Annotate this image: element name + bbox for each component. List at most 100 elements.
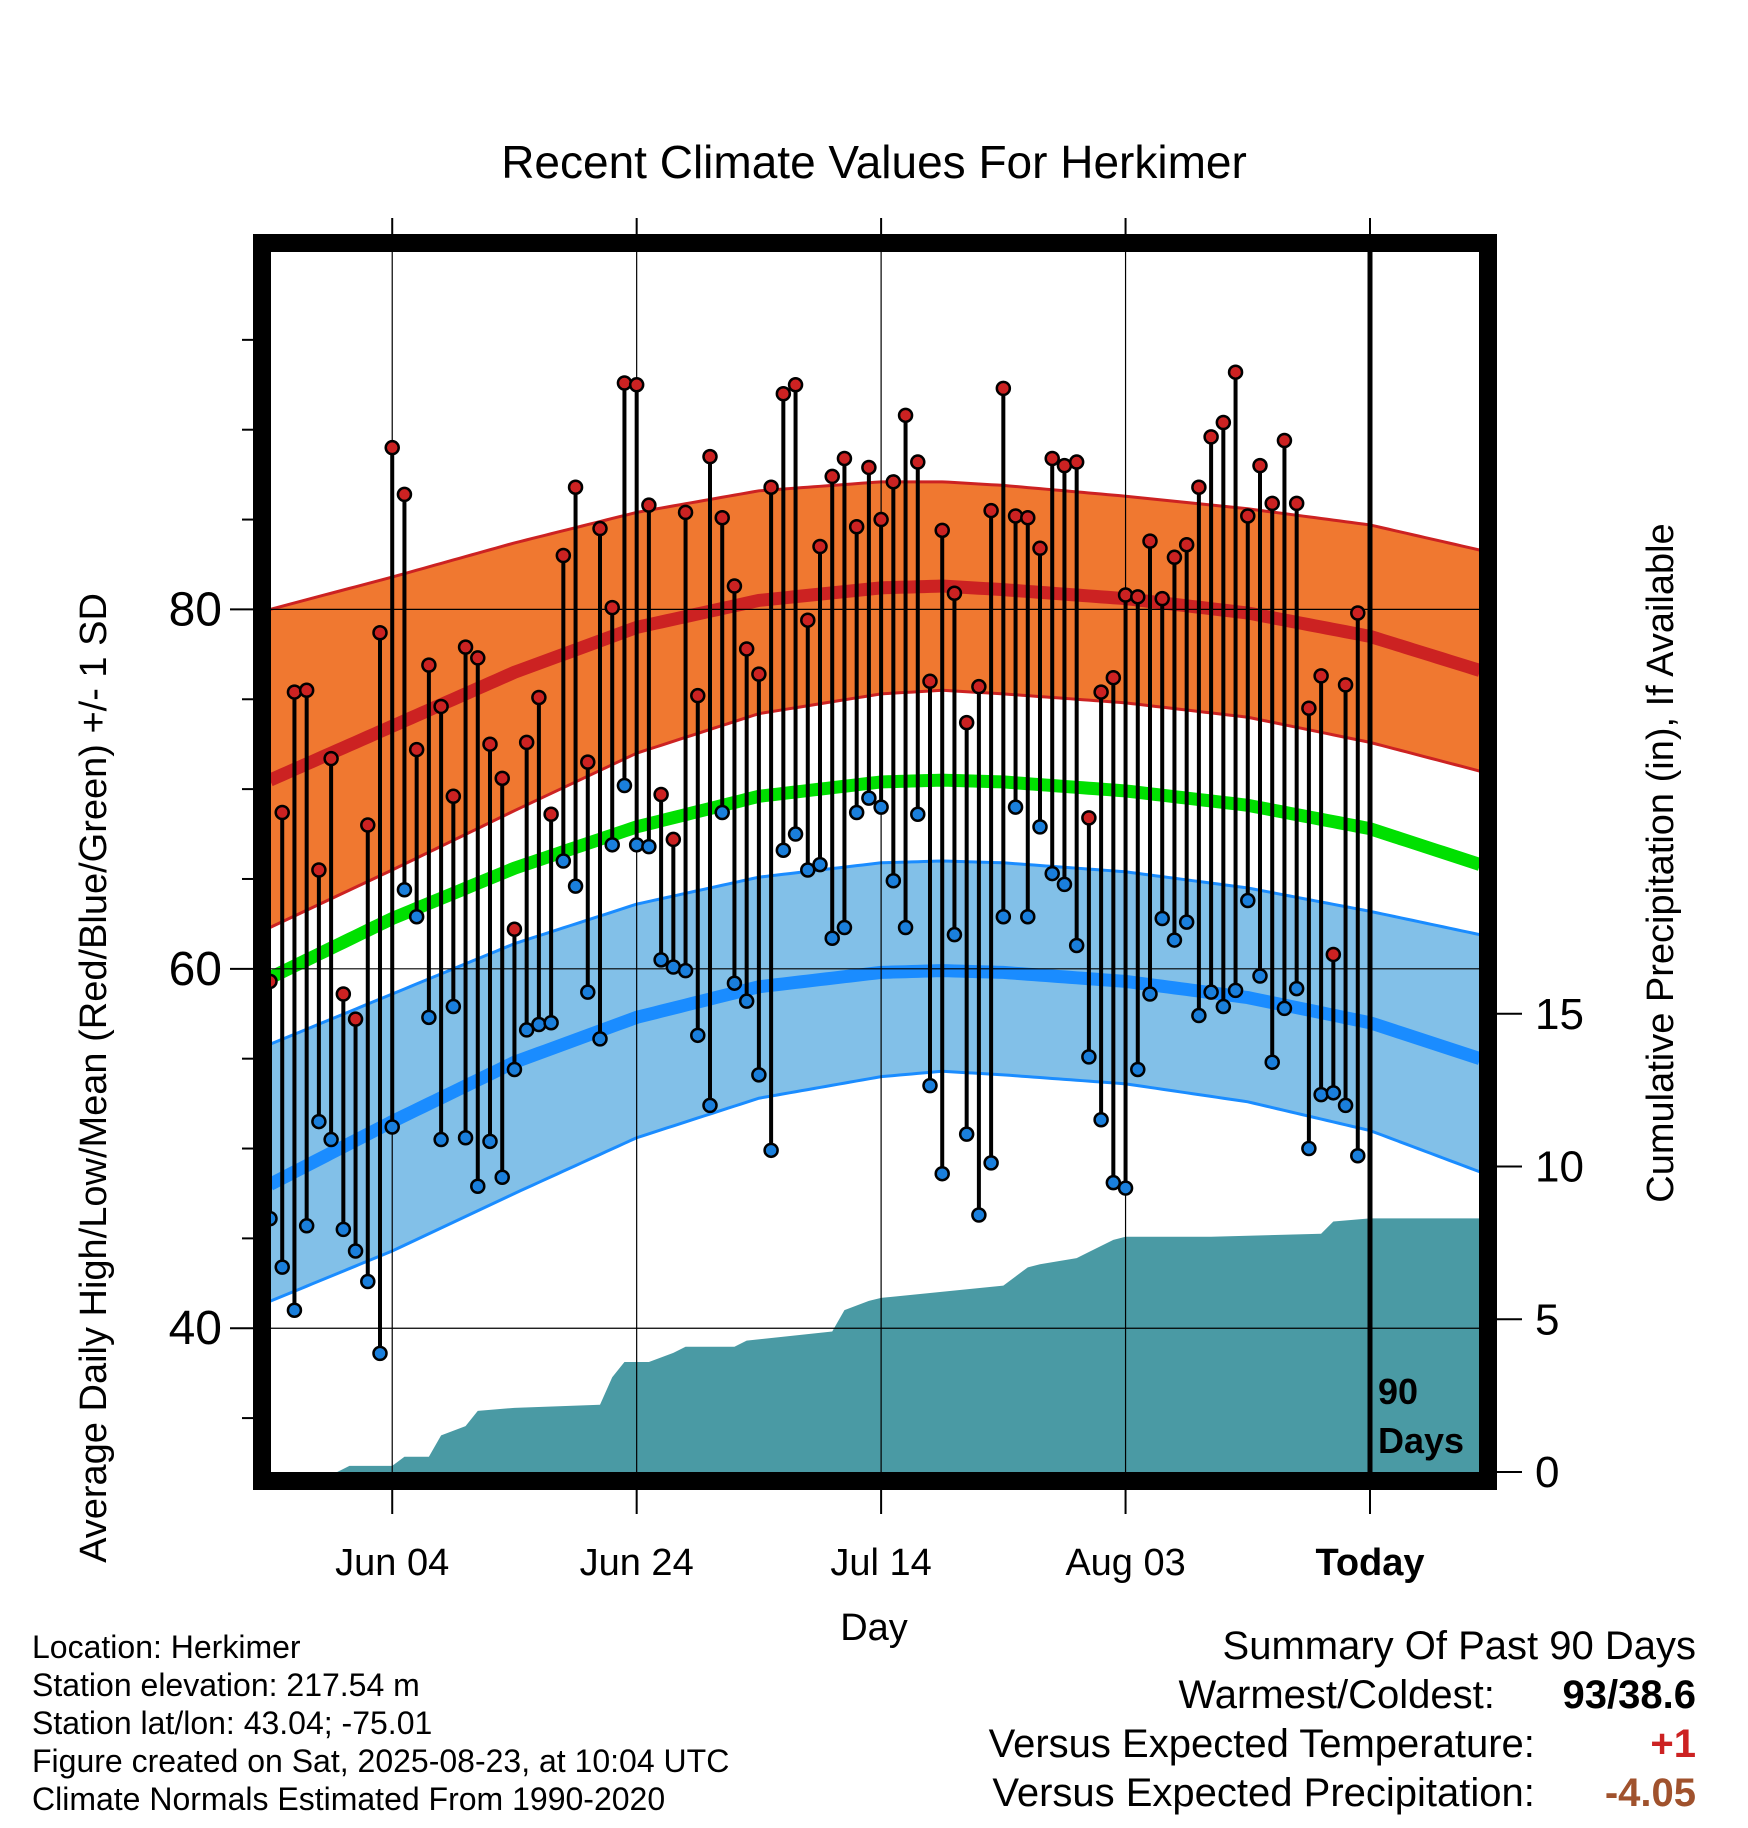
daily-high-point (616, 375, 633, 391)
daily-low-point (1093, 1112, 1109, 1128)
x-axis-label: Day (840, 1607, 908, 1649)
today-days-word: Days (1378, 1420, 1464, 1461)
daily-low-point (1032, 819, 1048, 835)
daily-high-point (861, 459, 877, 476)
daily-high-point (384, 439, 400, 456)
daily-high-point (1215, 414, 1232, 431)
daily-high-point (494, 770, 510, 787)
chart-title: Recent Climate Values For Herkimer (501, 136, 1247, 188)
daily-high-point (653, 786, 669, 803)
daily-high-point (1288, 495, 1305, 512)
daily-low-point (531, 1016, 547, 1033)
daily-low-point (323, 1131, 339, 1148)
daily-high-point (1350, 605, 1366, 621)
daily-high-point (873, 511, 889, 528)
daily-low-point (763, 1142, 779, 1159)
daily-high-point (1178, 536, 1195, 553)
daily-high-point (787, 377, 804, 393)
daily-high-point (372, 625, 388, 641)
daily-low-point (1215, 998, 1232, 1015)
daily-high-point (1105, 669, 1122, 686)
daily-low-point (702, 1097, 718, 1114)
warm-cold-value: 93/38.6 (1562, 1673, 1696, 1717)
daily-low-point (616, 777, 633, 794)
plot-frame (253, 234, 1497, 1490)
daily-low-point (1178, 914, 1195, 930)
daily-high-point (1166, 549, 1183, 566)
daily-low-point (641, 838, 657, 855)
daily-low-point (592, 1031, 608, 1047)
daily-low-point (1117, 1180, 1134, 1196)
daily-low-point (1081, 1049, 1097, 1065)
daily-low-point (335, 1221, 352, 1238)
daily-high-point (824, 468, 840, 485)
summary-title: Summary Of Past 90 Days (1222, 1624, 1696, 1668)
daily-high-point (1142, 533, 1158, 549)
daily-low-point (396, 882, 413, 898)
daily-high-point (580, 754, 596, 770)
daily-low-point (946, 926, 963, 943)
daily-low-point (1240, 892, 1256, 909)
daily-high-point (433, 698, 449, 715)
daily-low-point (1350, 1147, 1366, 1164)
precip-area (270, 1218, 1480, 1472)
daily-high-point (555, 547, 572, 564)
daily-low-point (1313, 1086, 1329, 1103)
daily-high-point (1313, 668, 1329, 684)
x-tick-label: Jun 04 (335, 1542, 449, 1584)
daily-high-point (800, 612, 816, 628)
y-tick-label: 40 (169, 1302, 222, 1355)
daily-high-point (665, 831, 682, 848)
daily-high-point (946, 585, 963, 601)
daily-low-point (1191, 1007, 1207, 1024)
daily-low-point (555, 853, 572, 869)
daily-low-point (787, 826, 804, 842)
daily-high-point (543, 806, 559, 823)
daily-high-point (1191, 479, 1207, 495)
daily-low-point (421, 1009, 437, 1026)
daily-low-point (604, 837, 620, 853)
daily-high-point (763, 479, 779, 495)
daily-high-point (702, 448, 718, 465)
daily-high-point (1264, 495, 1280, 512)
daily-high-point (1154, 590, 1170, 607)
daily-low-point (958, 1126, 975, 1142)
daily-high-point (848, 518, 865, 535)
daily-low-point (494, 1169, 510, 1186)
today-days-number: 90 (1378, 1371, 1418, 1412)
daily-low-point (470, 1178, 486, 1195)
location-text: Location: Herkimer (32, 1629, 301, 1665)
daily-low-point (347, 1243, 364, 1259)
daily-low-point (738, 993, 755, 1009)
daily-low-point (995, 908, 1012, 925)
summary-precip: Versus Expected Precipitation: -4.05 (989, 1769, 1696, 1818)
daily-low-point (1142, 986, 1158, 1002)
low-sd-band-upper-edge (269, 859, 1481, 1046)
daily-low-point (1007, 799, 1024, 815)
daily-low-point (567, 878, 584, 894)
daily-low-point (848, 804, 865, 821)
daily-high-point (1276, 432, 1293, 449)
daily-low-point (1288, 980, 1305, 997)
daily-low-point (1130, 1061, 1146, 1078)
daily-high-point (1337, 677, 1354, 693)
high-sd-band (270, 481, 1480, 928)
daily-high-point (885, 474, 902, 490)
daily-low-point (311, 1113, 327, 1130)
daily-low-point (690, 1027, 706, 1044)
created-text: Figure created on Sat, 2025-08-23, at 10… (32, 1743, 730, 1779)
daily-high-point (775, 386, 792, 402)
y2-tick-label: 5 (1535, 1295, 1559, 1344)
temp-value: +1 (1650, 1722, 1696, 1766)
daily-high-point (1032, 540, 1048, 557)
daily-high-point (922, 673, 938, 690)
daily-high-point (958, 714, 975, 731)
daily-high-point (311, 862, 327, 878)
plot-area: 90 Days 40 60 80 0 5 10 15 Jun 04 Jun 24 Jul 14 Aug … (169, 218, 1584, 1584)
daily-low-point (1056, 876, 1073, 893)
daily-high-point (604, 599, 620, 616)
daily-high-point (1252, 457, 1268, 474)
daily-high-point (470, 650, 486, 666)
y-tick-label: 80 (169, 583, 222, 636)
daily-high-point (714, 510, 730, 526)
